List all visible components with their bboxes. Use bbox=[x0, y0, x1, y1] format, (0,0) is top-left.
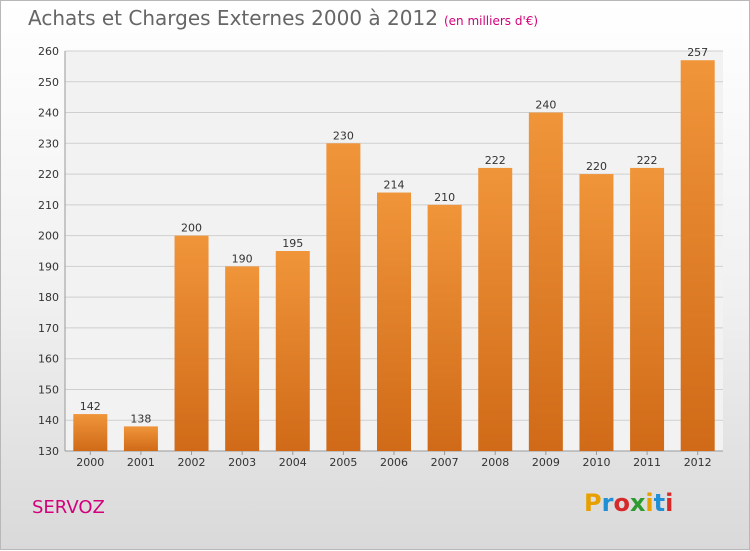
y-tick-label: 130 bbox=[38, 445, 59, 458]
bar-value-label: 220 bbox=[586, 160, 607, 173]
y-tick-label: 170 bbox=[38, 322, 59, 335]
proxiti-logo: Proxiti bbox=[584, 489, 673, 517]
y-tick-label: 210 bbox=[38, 199, 59, 212]
x-tick-label: 2003 bbox=[228, 456, 256, 469]
bar-value-label: 257 bbox=[687, 46, 708, 59]
chart-title: Achats et Charges Externes 2000 à 2012 (e… bbox=[28, 6, 538, 30]
bar bbox=[73, 414, 108, 451]
y-tick-label: 250 bbox=[38, 76, 59, 89]
y-tick-label: 150 bbox=[38, 383, 59, 396]
x-tick-label: 2001 bbox=[127, 456, 155, 469]
y-tick-label: 240 bbox=[38, 107, 59, 120]
y-tick-label: 200 bbox=[38, 230, 59, 243]
bar-value-label: 240 bbox=[535, 99, 556, 112]
bar-value-label: 222 bbox=[485, 154, 506, 167]
logo-letter: r bbox=[601, 489, 614, 517]
x-tick-label: 2007 bbox=[431, 456, 459, 469]
logo-letter: x bbox=[629, 489, 646, 517]
y-tick-label: 190 bbox=[38, 260, 59, 273]
y-tick-label: 140 bbox=[38, 414, 59, 427]
bar bbox=[528, 112, 563, 452]
bar bbox=[377, 192, 411, 452]
y-tick-label: 260 bbox=[38, 45, 59, 58]
x-tick-label: 2009 bbox=[532, 456, 560, 469]
bar bbox=[427, 204, 462, 451]
bar-value-label: 214 bbox=[384, 179, 405, 192]
x-tick-label: 2005 bbox=[329, 456, 357, 469]
x-tick-label: 2002 bbox=[178, 456, 206, 469]
y-tick-label: 220 bbox=[38, 168, 59, 181]
bar-value-label: 195 bbox=[282, 237, 303, 250]
x-tick-label: 2004 bbox=[279, 456, 307, 469]
y-tick-label: 180 bbox=[38, 291, 59, 304]
x-tick-label: 2011 bbox=[633, 456, 661, 469]
logo-letter: t bbox=[653, 489, 666, 517]
bar bbox=[680, 60, 715, 451]
title-text: Achats et Charges Externes 2000 à 2012 bbox=[28, 6, 438, 30]
bar-value-label: 230 bbox=[333, 129, 354, 142]
x-tick-label: 2006 bbox=[380, 456, 408, 469]
bar bbox=[174, 235, 209, 451]
bar bbox=[630, 167, 665, 451]
y-tick-label: 230 bbox=[38, 137, 59, 150]
logo-letter: i bbox=[645, 489, 654, 517]
bar-value-label: 142 bbox=[80, 400, 101, 413]
logo-letter: o bbox=[613, 489, 630, 517]
bar-value-label: 200 bbox=[181, 222, 202, 235]
bar bbox=[478, 167, 513, 451]
x-tick-label: 2000 bbox=[76, 456, 104, 469]
bar-value-label: 138 bbox=[130, 412, 151, 425]
x-tick-label: 2010 bbox=[582, 456, 610, 469]
place-name: SERVOZ bbox=[32, 497, 105, 518]
logo-letter: i bbox=[665, 489, 674, 517]
bar bbox=[225, 266, 260, 451]
x-tick-label: 2008 bbox=[481, 456, 509, 469]
bar-value-label: 210 bbox=[434, 191, 455, 204]
bar-value-label: 190 bbox=[232, 252, 253, 265]
bar bbox=[579, 174, 614, 452]
x-tick-label: 2012 bbox=[684, 456, 712, 469]
logo-letter: P bbox=[584, 489, 602, 517]
bar bbox=[326, 143, 361, 452]
bar bbox=[275, 251, 310, 451]
y-tick-label: 160 bbox=[38, 353, 59, 366]
bar bbox=[123, 426, 158, 451]
bar-value-label: 222 bbox=[637, 154, 658, 167]
chart-subtitle: (en milliers d'€) bbox=[443, 14, 539, 28]
